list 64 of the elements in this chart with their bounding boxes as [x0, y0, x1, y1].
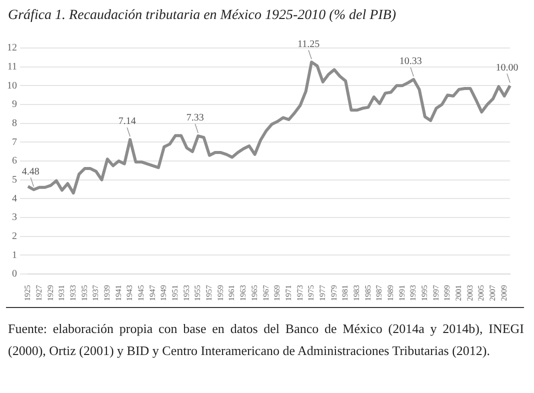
x-tick-label: 1965 [250, 285, 259, 301]
data-label: 11.25 [297, 38, 320, 50]
x-tick-label: 1933 [68, 285, 78, 301]
x-tick-label: 1957 [204, 285, 214, 301]
y-tick-label: 0 [12, 268, 17, 280]
x-tick-label: 1927 [34, 285, 44, 301]
x-tick-label: 1929 [46, 285, 55, 301]
y-tick-label: 8 [12, 118, 17, 129]
x-tick-label: 1985 [363, 285, 372, 301]
x-tick-label: 1999 [442, 285, 452, 301]
x-tick-label: 2001 [454, 285, 464, 301]
x-tick-label: 1955 [193, 285, 202, 301]
data-label: 10.33 [399, 56, 422, 68]
x-tick-label: 1939 [102, 285, 112, 301]
x-tick-label: 1947 [148, 285, 157, 301]
x-tick-label: 1961 [227, 285, 236, 301]
x-tick-label: 1969 [272, 285, 282, 301]
x-tick-label: 1989 [386, 285, 396, 301]
data-label: 7.33 [186, 112, 204, 124]
x-tick-label: 1995 [420, 285, 430, 301]
x-tick-label: 1987 [374, 285, 384, 301]
x-tick-label: 1979 [329, 285, 338, 301]
data-label: 7.14 [118, 116, 136, 128]
y-tick-label: 2 [12, 230, 17, 242]
x-tick-label: 1931 [57, 285, 66, 301]
y-tick-label: 12 [7, 42, 17, 54]
x-tick-label: 1975 [306, 285, 316, 301]
y-tick-label: 11 [7, 61, 17, 72]
x-tick-label: 1945 [136, 285, 146, 301]
x-tick-label: 1967 [261, 285, 270, 301]
y-tick-label: 1 [12, 250, 17, 261]
x-tick-label: 1937 [91, 285, 100, 301]
x-tick-label: 2009 [499, 285, 508, 301]
y-tick-label: 6 [12, 156, 17, 167]
source-note: Fuente: elaboración propia con base en datos del Banco de México (2014a y 2014b), INEGI (2000), Ortiz (2001) y BID y Centro Interamericano de Administraciones Tributarias (2012). [8, 320, 524, 360]
data-label: 10.00 [496, 62, 518, 74]
y-tick-label: 10 [7, 80, 17, 92]
x-tick-label: 1991 [397, 285, 406, 301]
y-tick-label: 5 [12, 174, 17, 186]
x-tick-label: 1959 [216, 285, 225, 301]
x-tick-label: 1951 [170, 285, 180, 301]
x-tick-label: 1981 [340, 285, 350, 301]
x-tick-label: 1949 [159, 285, 168, 301]
x-tick-label: 2007 [488, 285, 498, 301]
x-tick-label: 1943 [125, 285, 134, 301]
x-tick-label: 1971 [284, 285, 293, 301]
x-tick-label: 1925 [23, 285, 32, 301]
y-tick-label: 9 [12, 99, 17, 110]
x-tick-label: 1941 [114, 285, 123, 301]
y-tick-label: 4 [12, 193, 17, 204]
x-tick-label: 1935 [80, 285, 89, 301]
x-tick-label: 1977 [318, 285, 327, 301]
x-tick-label: 1953 [182, 285, 191, 301]
chart-title: Gráfica 1. Recaudación tributaria en México 1925-2010 (% del PIB) [8, 8, 396, 24]
x-tick-label: 1983 [352, 285, 361, 301]
x-tick-label: 2005 [476, 285, 486, 301]
y-tick-label: 3 [12, 212, 17, 224]
data-label: 4.48 [22, 166, 40, 178]
x-tick-label: 2003 [465, 285, 474, 301]
y-tick-label: 7 [12, 136, 17, 148]
x-tick-label: 1997 [431, 285, 440, 301]
x-tick-label: 1963 [238, 285, 248, 301]
x-tick-label: 1973 [295, 285, 304, 301]
x-tick-label: 1993 [408, 285, 418, 301]
